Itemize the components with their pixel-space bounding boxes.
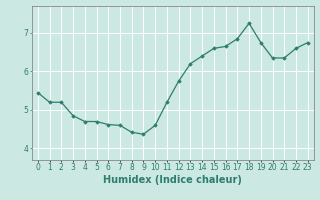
X-axis label: Humidex (Indice chaleur): Humidex (Indice chaleur): [103, 175, 242, 185]
